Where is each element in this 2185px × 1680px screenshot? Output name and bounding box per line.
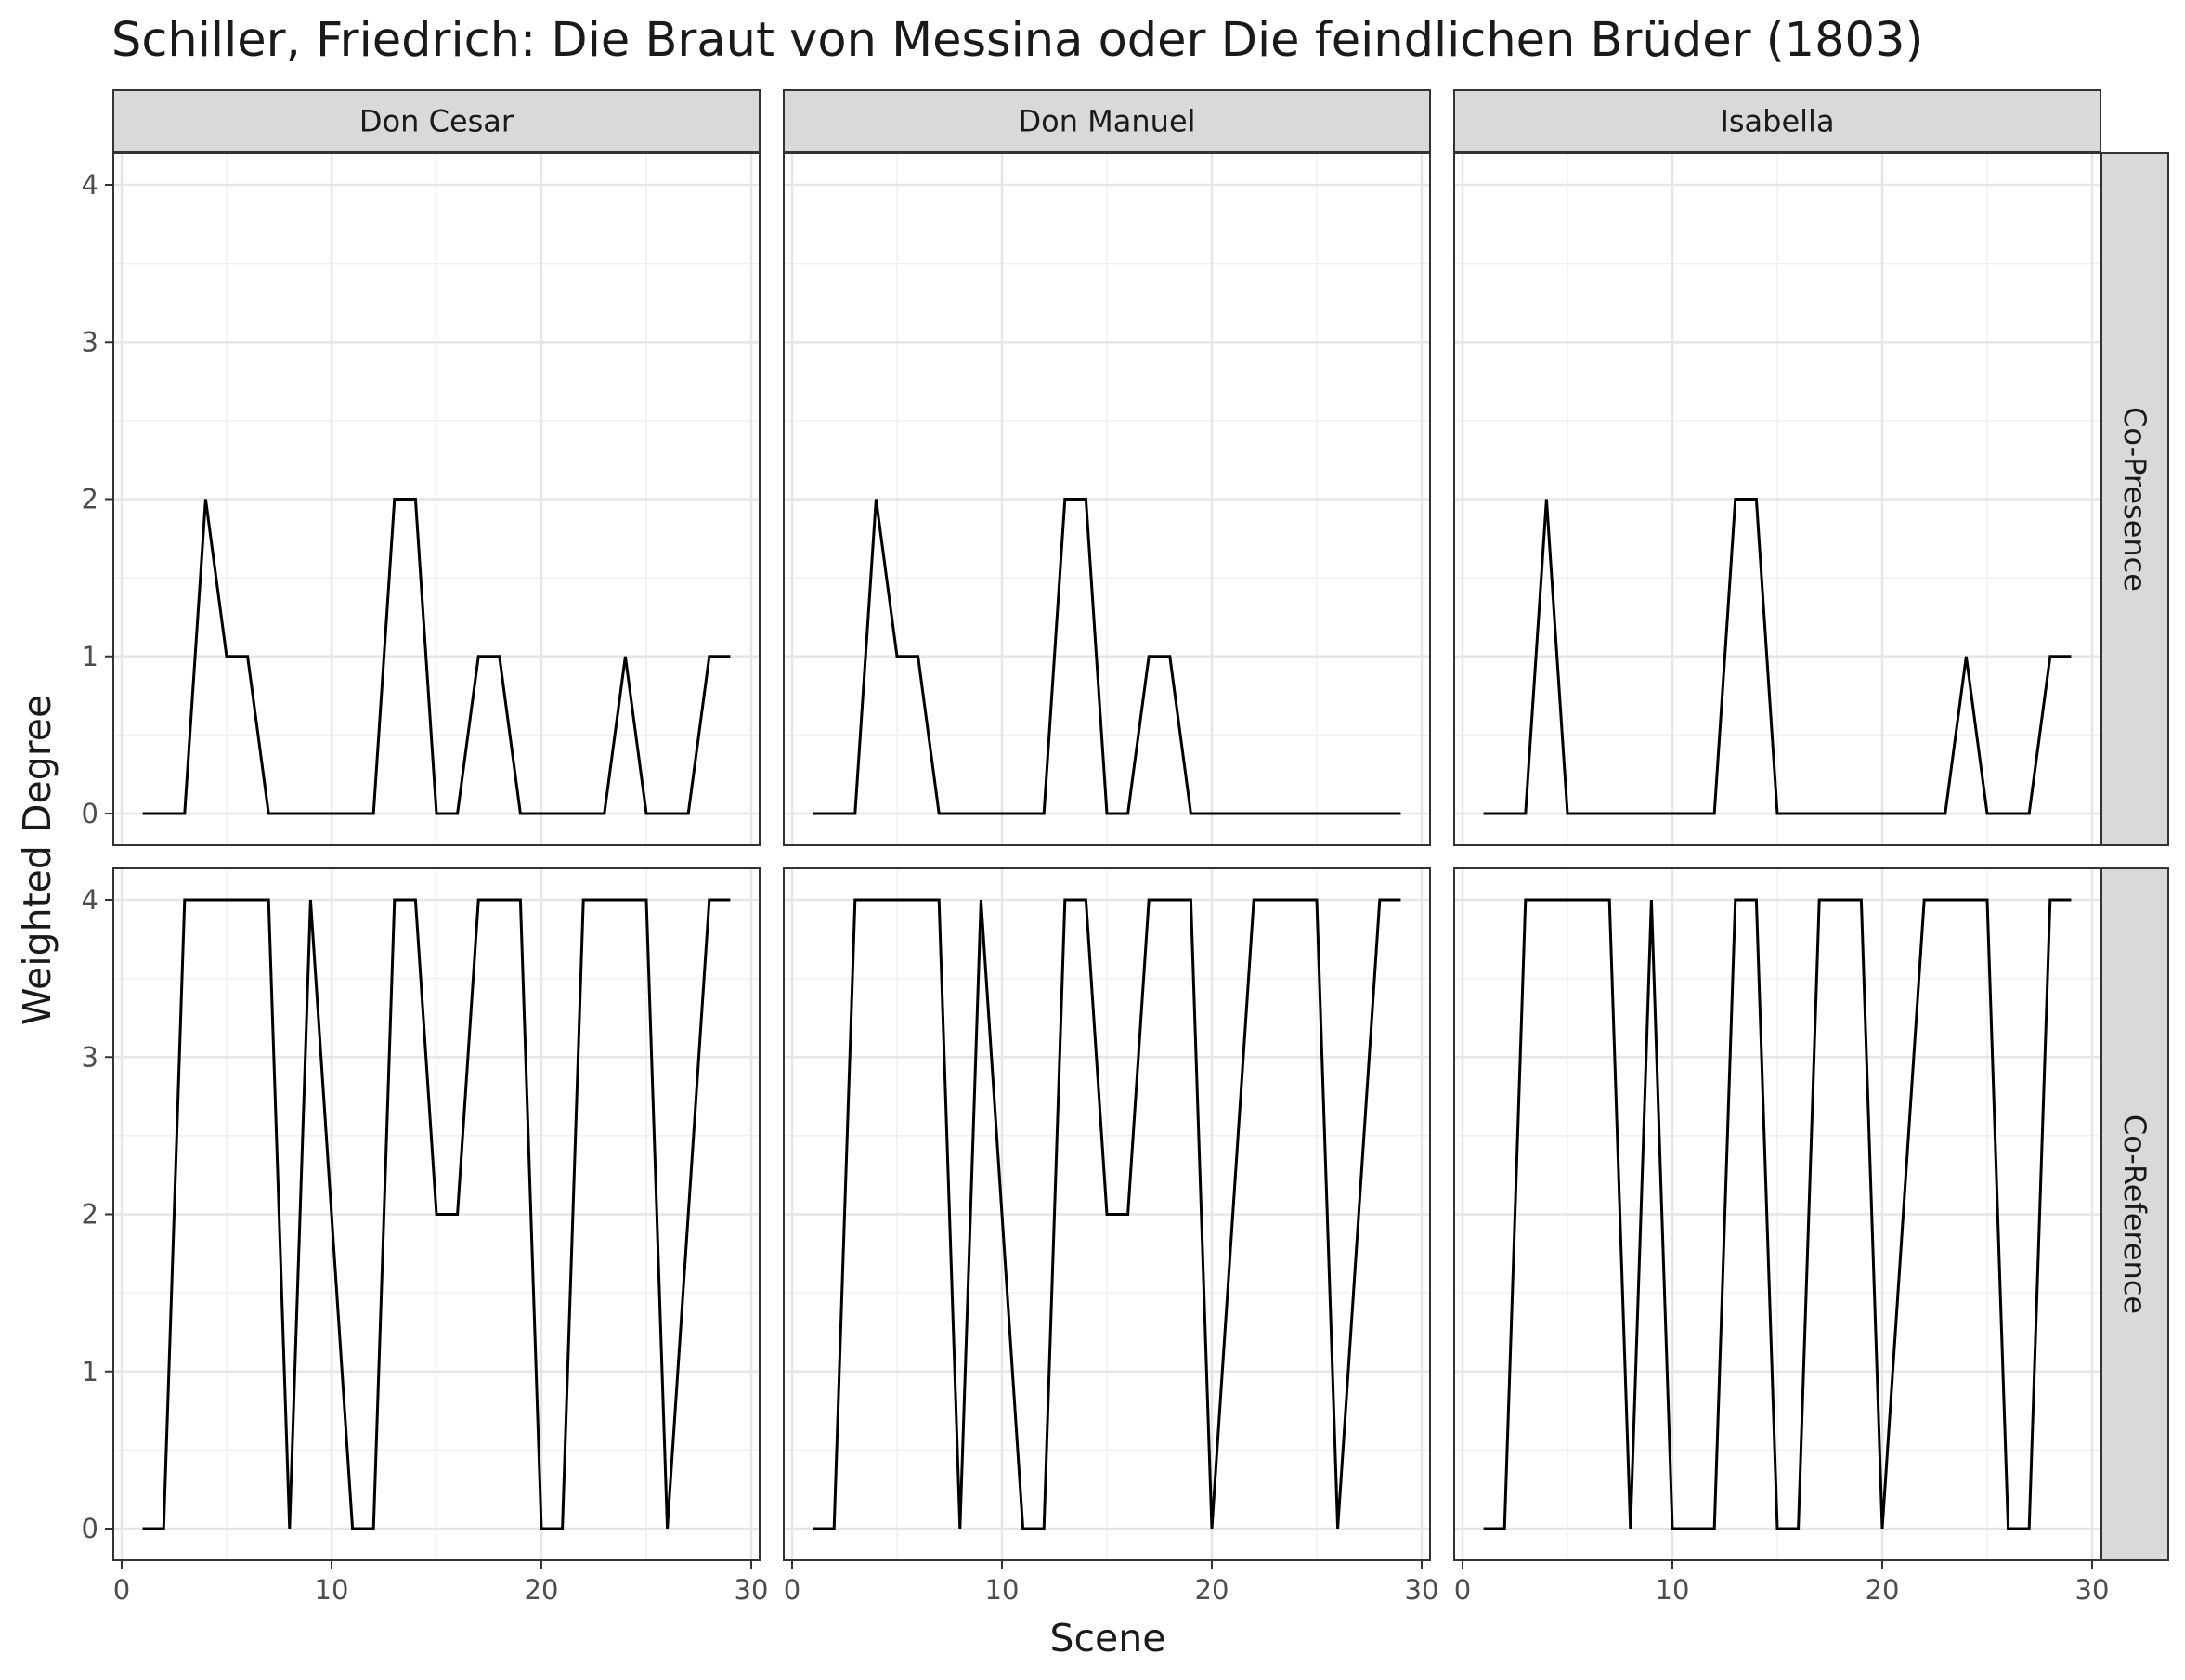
y-tick-label: 2 <box>82 484 98 515</box>
y-tick-label: 0 <box>82 1513 98 1544</box>
series-line <box>142 898 731 1530</box>
facet-panel <box>1453 152 2101 846</box>
x-tick-label: 0 <box>113 1574 130 1606</box>
x-tick-label: 20 <box>525 1574 559 1606</box>
y-axis-title: Weighted Degree <box>15 695 59 1025</box>
facet-strip-column <box>1453 89 2101 153</box>
series-line <box>1483 898 2072 1530</box>
facet-strip-column <box>783 89 1431 153</box>
facet-panel <box>112 867 761 1561</box>
y-tick-label: 4 <box>82 884 98 916</box>
chart-title: Schiller, Friedrich: Die Braut von Messi… <box>111 13 1923 68</box>
panel-border <box>1453 152 2101 846</box>
y-tick-label: 1 <box>82 1356 98 1387</box>
facet-strip-label: Isabella <box>1720 104 1834 139</box>
y-tick-label: 3 <box>82 326 98 358</box>
x-tick-label: 10 <box>985 1574 1020 1606</box>
x-tick-label: 0 <box>1454 1574 1471 1606</box>
facet-panel <box>112 152 761 846</box>
facet-strip-label: Co-Presence <box>2117 407 2152 592</box>
panel-border <box>783 867 1431 1561</box>
x-tick-label: 20 <box>1866 1574 1900 1606</box>
series-line <box>813 898 1401 1530</box>
x-tick-label: 30 <box>1405 1574 1439 1606</box>
facet-panel <box>783 152 1431 846</box>
facet-strip-row <box>2100 867 2169 1561</box>
facet-strip-column <box>112 89 761 153</box>
series-line <box>1483 498 2072 815</box>
x-tick-label: 30 <box>735 1574 769 1606</box>
y-tick-label: 1 <box>82 641 98 672</box>
panel-border <box>783 152 1431 846</box>
series-line <box>813 498 1401 815</box>
x-tick-label: 30 <box>2075 1574 2110 1606</box>
y-tick-label: 4 <box>82 169 98 201</box>
x-tick-label: 10 <box>315 1574 349 1606</box>
x-tick-label: 20 <box>1195 1574 1229 1606</box>
facet-strip-label: Co-Reference <box>2117 1114 2152 1314</box>
series-line <box>142 498 731 815</box>
facet-panel <box>1453 867 2101 1561</box>
facet-panel <box>783 867 1431 1561</box>
y-tick-label: 3 <box>82 1041 98 1073</box>
y-tick-label: 2 <box>82 1199 98 1231</box>
facet-strip-row <box>2100 152 2169 846</box>
facet-strip-label: Don Cesar <box>359 104 514 139</box>
y-tick-label: 0 <box>82 798 98 829</box>
x-tick-label: 0 <box>784 1574 800 1606</box>
x-tick-label: 10 <box>1656 1574 1690 1606</box>
panel-border <box>1453 867 2101 1561</box>
facet-strip-label: Don Manuel <box>1018 104 1195 139</box>
panels-layer: Don Cesar Don Manuel Isabella Co-Presence Co… <box>82 89 2169 1606</box>
x-axis-title: Scene <box>1049 1616 1165 1660</box>
